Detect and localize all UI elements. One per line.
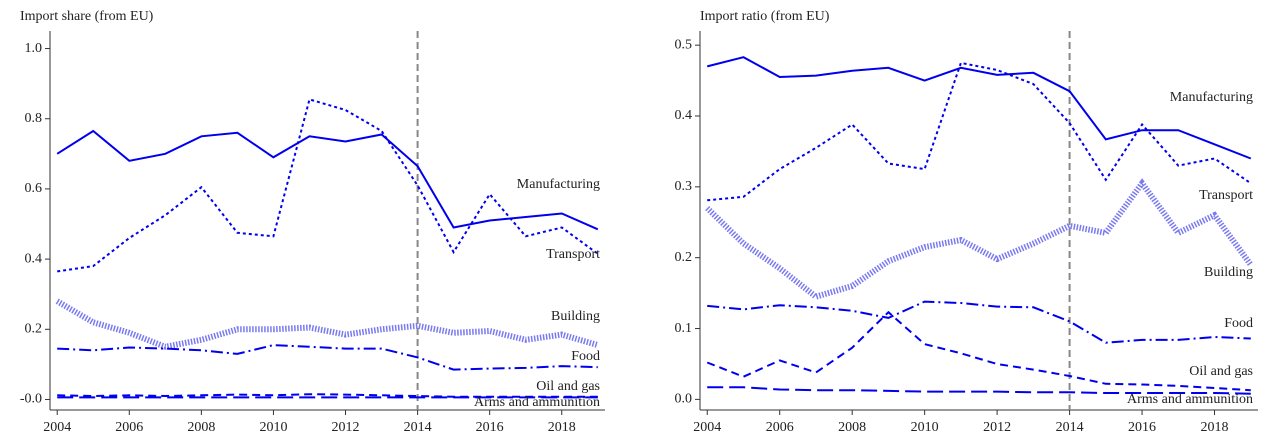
y-tick-label: 0.8 <box>25 111 43 126</box>
y-tick-label: 0.0 <box>675 392 693 407</box>
series-line <box>55 298 599 350</box>
x-tick-label: 2016 <box>476 420 504 435</box>
y-tick-label: 0.3 <box>675 179 693 194</box>
y-tick-label: 0.2 <box>25 322 43 337</box>
y-axis-title: Import ratio (from EU) <box>700 9 830 24</box>
x-tick-label: 2006 <box>115 420 143 435</box>
series-line <box>57 344 598 371</box>
series-line <box>706 310 1251 392</box>
x-tick-label: 2018 <box>548 420 576 435</box>
series-line <box>705 178 1254 301</box>
series-label: Oil and gas <box>536 379 600 394</box>
y-axis-title: Import share (from EU) <box>20 9 154 24</box>
x-tick-label: 2008 <box>838 420 866 435</box>
series-label: Transport <box>546 247 600 262</box>
x-tick-label: 2012 <box>983 420 1011 435</box>
series-label: Food <box>571 349 600 364</box>
y-tick-label: 0.5 <box>675 37 693 52</box>
x-tick-label: 2014 <box>404 420 432 435</box>
x-tick-label: 2004 <box>693 420 721 435</box>
y-tick-label: 0.1 <box>675 321 693 336</box>
x-tick-label: 2018 <box>1201 420 1229 435</box>
y-tick-label: 0.6 <box>25 181 43 196</box>
y-tick-label: 0.2 <box>675 250 693 265</box>
x-tick-label: 2014 <box>1056 420 1084 435</box>
series-label: Manufacturing <box>517 177 600 192</box>
series-label: Food <box>1224 316 1253 331</box>
series-label: Arms and ammunition <box>1127 392 1253 407</box>
x-tick-label: 2004 <box>43 420 71 435</box>
series-label: Building <box>1204 265 1253 280</box>
series-label: Transport <box>1199 188 1253 203</box>
series-label: Building <box>551 309 600 324</box>
series-line <box>56 129 599 231</box>
x-tick-label: 2008 <box>187 420 215 435</box>
series-label: Oil and gas <box>1189 364 1253 379</box>
y-tick-label: 0.4 <box>675 108 693 123</box>
series-line <box>707 386 1251 395</box>
x-tick-label: 2012 <box>332 420 360 435</box>
series-label: Arms and ammunition <box>474 395 600 410</box>
x-tick-label: 2010 <box>911 420 939 435</box>
x-tick-label: 2006 <box>766 420 794 435</box>
x-tick-label: 2016 <box>1128 420 1156 435</box>
x-tick-label: 2010 <box>259 420 287 435</box>
series-line <box>707 61 1252 202</box>
series-line <box>706 56 1252 160</box>
y-tick-label: -0.0 <box>20 392 42 407</box>
series-line <box>57 98 599 273</box>
series-line <box>707 300 1251 344</box>
series-label: Manufacturing <box>1170 90 1253 105</box>
y-tick-label: 0.4 <box>25 251 43 266</box>
y-tick-label: 1.0 <box>25 41 43 56</box>
